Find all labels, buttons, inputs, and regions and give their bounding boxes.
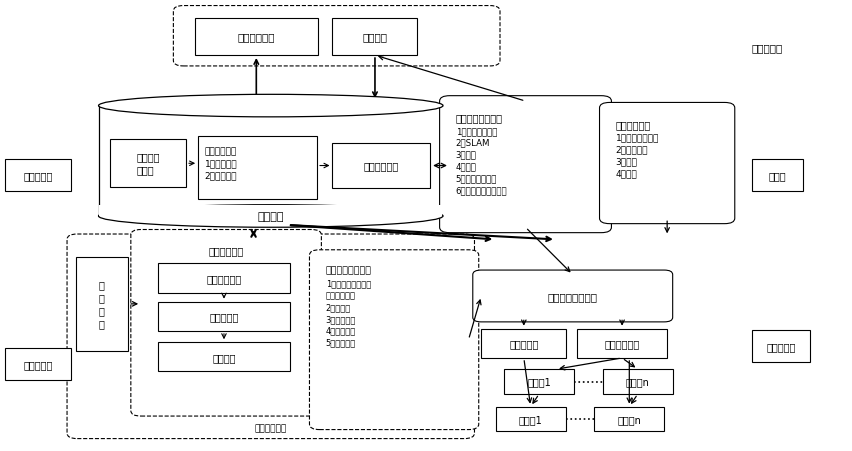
Text: 路径规划模块: 路径规划模块 [209, 245, 244, 255]
Text: 执行器n: 执行器n [618, 414, 642, 424]
Text: 1、系统运行频度
2、SLAM
3、警报
4、日志
5、运行时间监控
6、数据访问频度监控: 1、系统运行频度 2、SLAM 3、警报 4、日志 5、运行时间监控 6、数据访… [456, 127, 508, 194]
FancyBboxPatch shape [600, 103, 734, 224]
Text: 主控层: 主控层 [769, 170, 786, 180]
FancyBboxPatch shape [751, 159, 803, 192]
FancyBboxPatch shape [76, 257, 129, 351]
Text: 移动安全模块: 移动安全模块 [616, 120, 651, 130]
FancyBboxPatch shape [751, 330, 809, 363]
Text: 用户视图层: 用户视图层 [751, 43, 783, 53]
Ellipse shape [99, 205, 443, 228]
FancyBboxPatch shape [578, 329, 667, 358]
FancyBboxPatch shape [595, 407, 665, 432]
FancyBboxPatch shape [194, 19, 318, 56]
Text: 1、用户身份鉴别
2、权限管理
3、日志
4、审计: 1、用户身份鉴别 2、权限管理 3、日志 4、审计 [616, 133, 659, 178]
Ellipse shape [99, 95, 443, 118]
FancyBboxPatch shape [473, 271, 673, 322]
FancyBboxPatch shape [496, 407, 566, 432]
Text: 串行指令序列: 串行指令序列 [255, 423, 287, 433]
Text: 关节步态管理模块: 关节步态管理模块 [325, 266, 371, 275]
FancyBboxPatch shape [110, 140, 186, 187]
Text: 元数据管
理模块: 元数据管 理模块 [136, 152, 159, 175]
FancyBboxPatch shape [158, 342, 290, 372]
Text: 信息采集接口: 信息采集接口 [604, 339, 640, 349]
FancyBboxPatch shape [440, 97, 612, 233]
Text: 执行器1: 执行器1 [519, 414, 543, 424]
Text: 全局路径规划: 全局路径规划 [206, 273, 242, 283]
FancyBboxPatch shape [173, 6, 500, 67]
Text: 数据分析模块: 数据分析模块 [364, 161, 399, 171]
Text: 操控模块: 操控模块 [362, 32, 388, 42]
Text: 路径步态层: 路径步态层 [24, 359, 53, 369]
Bar [99, 106, 443, 228]
FancyBboxPatch shape [67, 235, 475, 439]
Text: 落脚点规划: 落脚点规划 [210, 312, 239, 322]
Text: 数据显示模块: 数据显示模块 [238, 32, 275, 42]
Text: 传感器1: 传感器1 [527, 377, 551, 387]
Bar [100, 205, 442, 216]
Text: 传感器n: 传感器n [626, 377, 650, 387]
FancyBboxPatch shape [309, 250, 479, 430]
Text: 1、动作序列转换器
（并发控制）
2、触发器
3、动作过程
4、事务管理
5、关节防护: 1、动作序列转换器 （并发控制） 2、触发器 3、动作过程 4、事务管理 5、关… [325, 279, 371, 347]
FancyBboxPatch shape [158, 302, 290, 331]
Text: 单步规划: 单步规划 [212, 352, 236, 362]
Text: 避
障
模
块: 避 障 模 块 [99, 280, 105, 329]
FancyBboxPatch shape [5, 348, 72, 381]
FancyBboxPatch shape [5, 159, 72, 192]
FancyBboxPatch shape [131, 230, 321, 416]
Text: 传感信息融合模块: 传感信息融合模块 [548, 291, 598, 301]
FancyBboxPatch shape [603, 369, 673, 394]
FancyBboxPatch shape [332, 19, 417, 56]
Text: 系统调度监控模块: 系统调度监控模块 [456, 113, 503, 123]
FancyBboxPatch shape [158, 264, 290, 293]
FancyBboxPatch shape [198, 137, 317, 199]
Text: 数据中心层: 数据中心层 [24, 170, 53, 180]
Text: 数据管理模块
1、实时数据
2、历史数据: 数据管理模块 1、实时数据 2、历史数据 [204, 147, 238, 179]
FancyBboxPatch shape [481, 329, 567, 358]
Text: 数据中心: 数据中心 [257, 212, 284, 221]
FancyBboxPatch shape [504, 369, 574, 394]
FancyBboxPatch shape [332, 144, 430, 189]
Text: 执行器接口: 执行器接口 [509, 339, 538, 349]
Text: 硬件相关层: 硬件相关层 [766, 341, 796, 351]
